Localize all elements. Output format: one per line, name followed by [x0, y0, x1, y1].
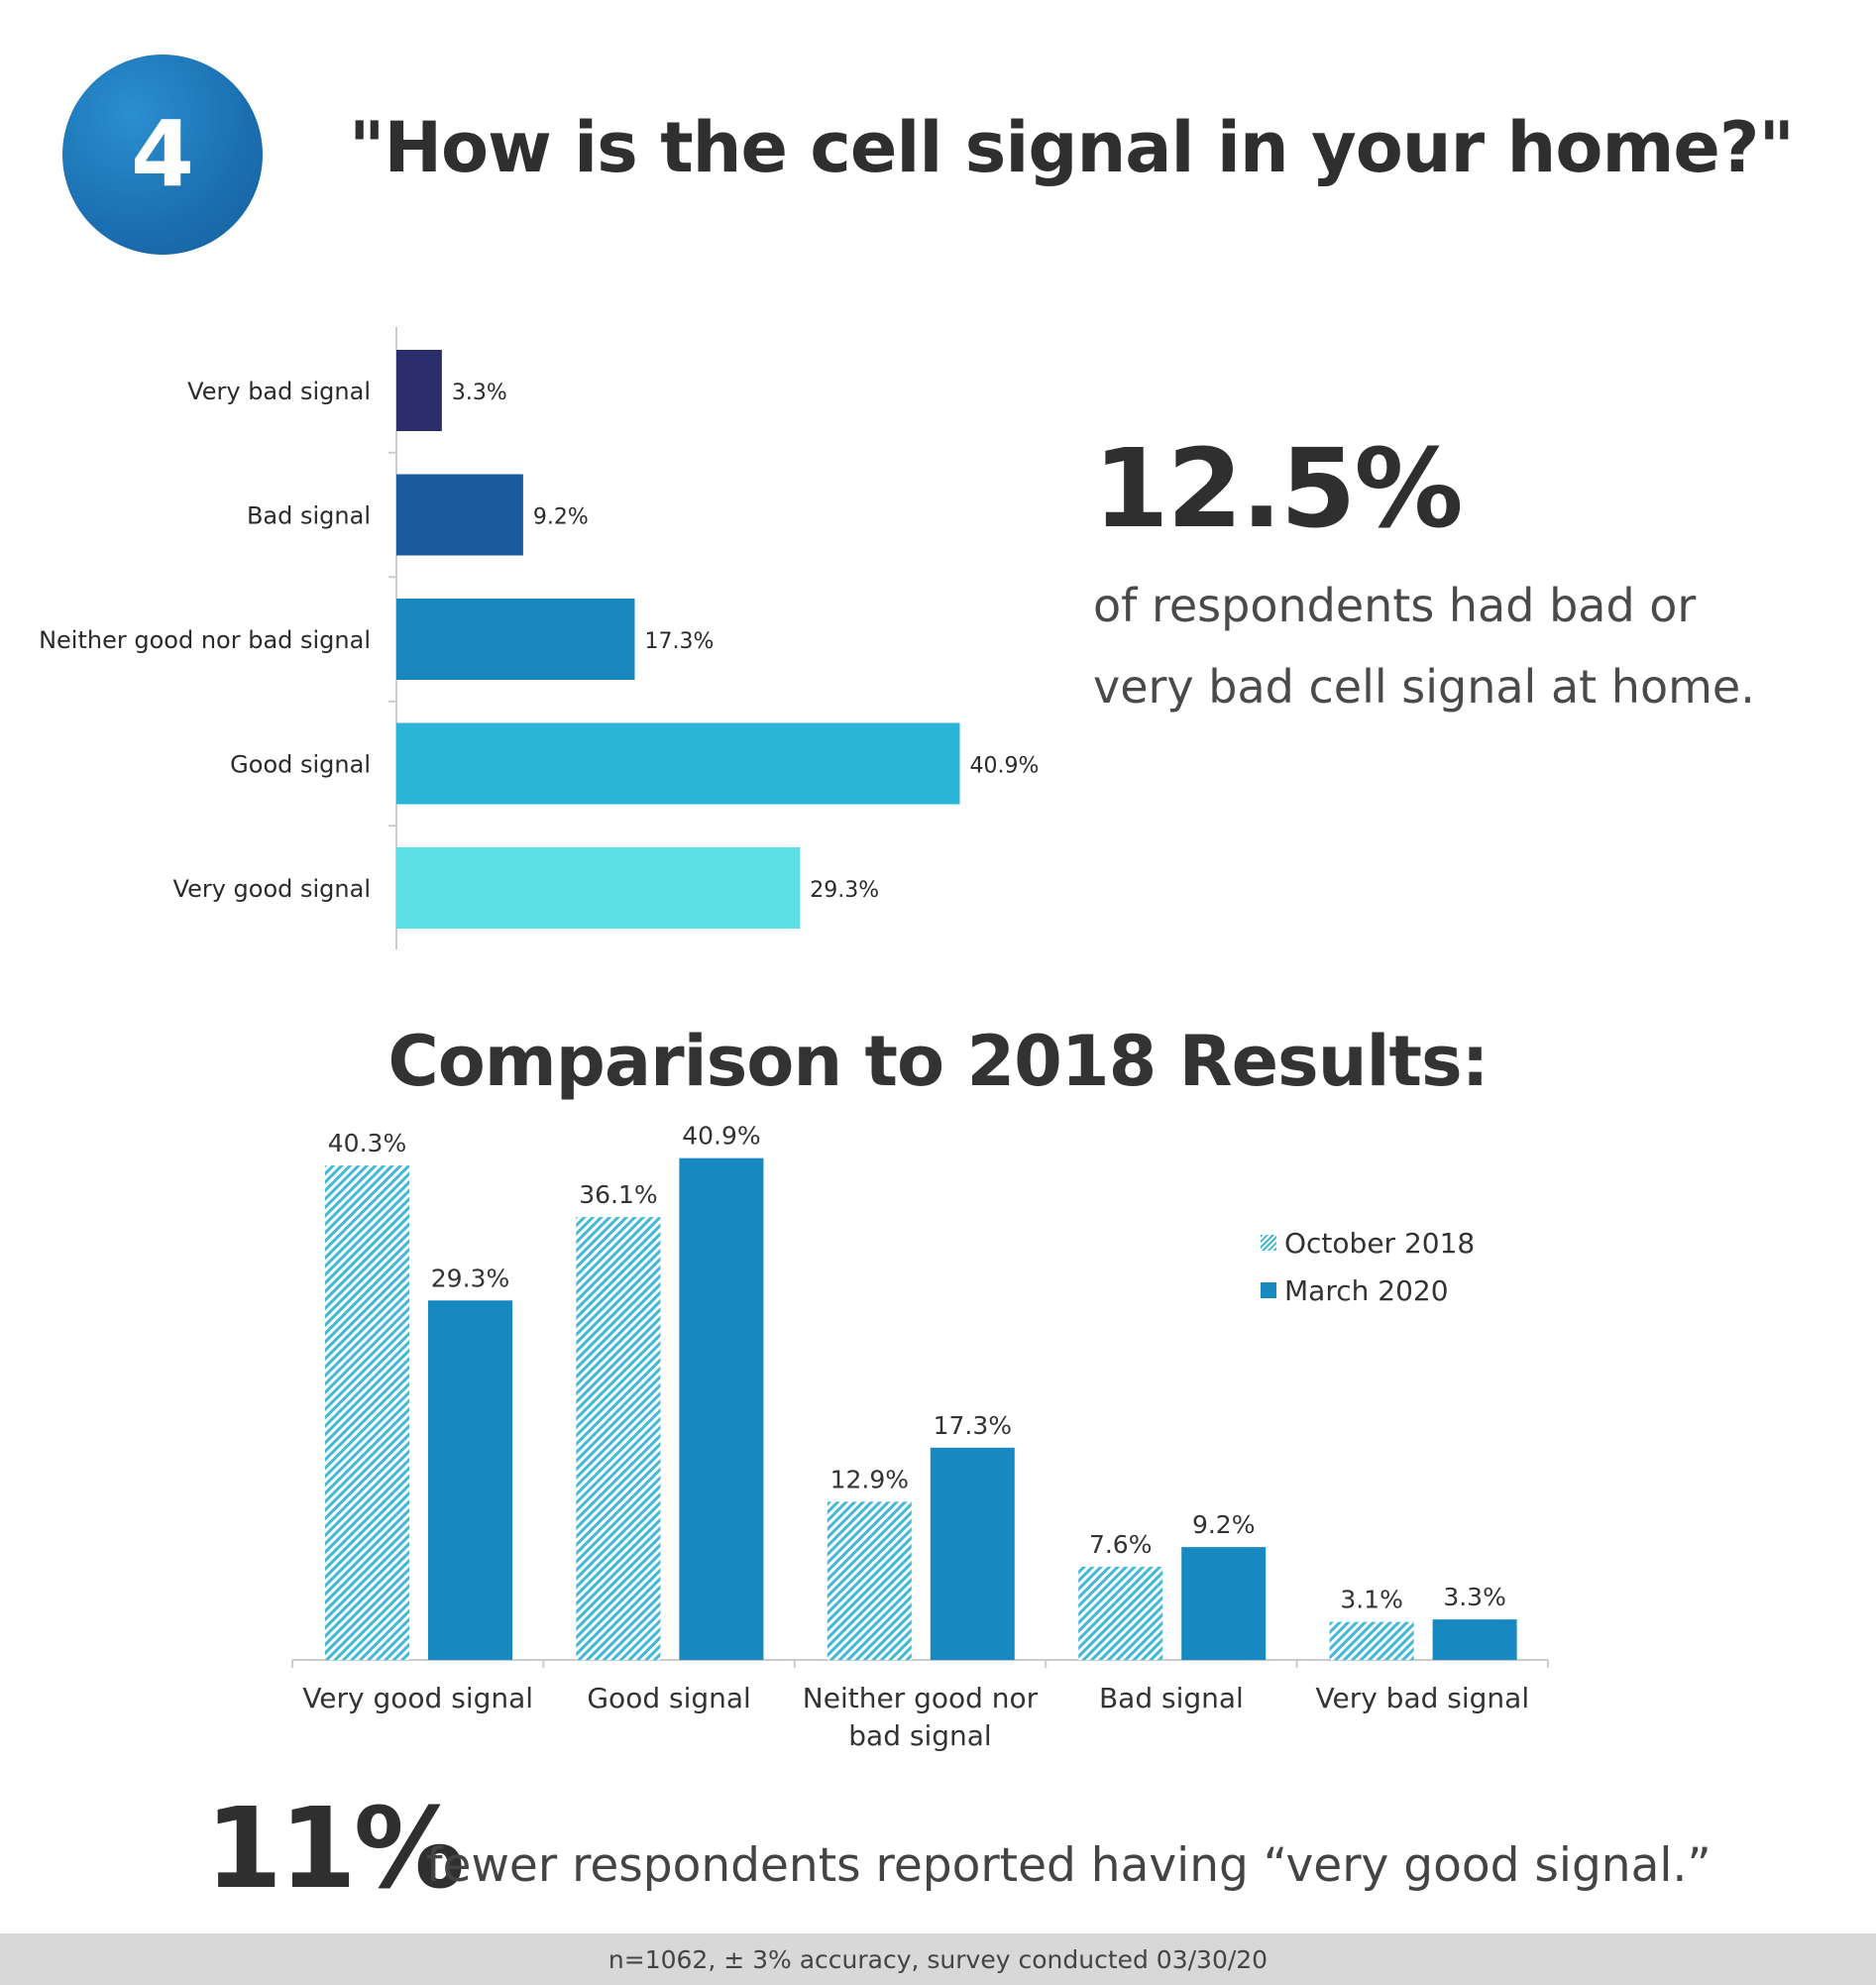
bar-march-2020 — [1432, 1619, 1517, 1660]
bar-october-2018 — [1329, 1621, 1414, 1660]
bar-march-2020 — [930, 1447, 1015, 1660]
bar-march-2020 — [679, 1158, 764, 1660]
footer-callout-text: fewer respondents reported having “very … — [426, 1838, 1711, 1893]
legend-item-october-2018: October 2018 — [1261, 1219, 1475, 1267]
data-label: 9.2% — [533, 505, 589, 530]
data-label: 29.3% — [431, 1264, 509, 1292]
question-number-badge: 4 — [62, 55, 263, 255]
page-title: "How is the cell signal in your home?" — [349, 107, 1795, 188]
bar-march-2020 — [1181, 1547, 1267, 1660]
chart-legend: October 2018 March 2020 — [1261, 1219, 1475, 1314]
data-label: 40.9% — [682, 1122, 760, 1151]
bar-october-2018 — [1078, 1566, 1163, 1660]
data-label: 3.3% — [1443, 1583, 1506, 1611]
category-label: Very bad signal — [187, 378, 371, 405]
callout-text: of respondents had bad or very bad cell … — [1093, 579, 1755, 714]
comparison-title: Comparison to 2018 Results: — [387, 1021, 1489, 1102]
category-label: Neither good nor bad signal — [39, 626, 371, 654]
legend-item-march-2020: March 2020 — [1261, 1267, 1475, 1314]
data-label: 7.6% — [1089, 1530, 1153, 1559]
category-label: Good signal — [587, 1682, 750, 1714]
category-label: bad signal — [848, 1719, 991, 1752]
data-label: 36.1% — [579, 1180, 657, 1209]
data-label: 40.3% — [328, 1129, 406, 1158]
bar-march-2020 — [428, 1300, 512, 1660]
bar — [396, 599, 635, 680]
bar — [396, 350, 442, 431]
legend-swatch-solid — [1261, 1282, 1276, 1298]
bar — [396, 474, 523, 556]
bar-october-2018 — [576, 1217, 661, 1660]
category-label: Very bad signal — [1315, 1682, 1529, 1714]
data-label: 40.9% — [970, 754, 1040, 779]
footnote: n=1062, ± 3% accuracy, survey conducted … — [607, 1944, 1269, 1974]
category-label: Bad signal — [1099, 1682, 1244, 1714]
category-label: Very good signal — [173, 875, 371, 903]
callout-value: 12.5% — [1093, 425, 1464, 552]
legend-label: October 2018 — [1284, 1226, 1476, 1260]
category-label: Neither good nor — [803, 1682, 1039, 1714]
data-label: 17.3% — [934, 1411, 1012, 1440]
data-label: 29.3% — [810, 878, 879, 903]
question-number: 4 — [130, 101, 194, 207]
data-label: 3.1% — [1340, 1586, 1403, 1614]
legend-label: March 2020 — [1284, 1273, 1449, 1307]
bar — [396, 847, 801, 929]
data-label: 12.9% — [830, 1465, 909, 1493]
bar-october-2018 — [325, 1165, 409, 1660]
category-label: Bad signal — [247, 502, 371, 530]
footer-callout-value: 11% — [205, 1785, 465, 1914]
footnote-band: n=1062, ± 3% accuracy, survey conducted … — [0, 1933, 1876, 1985]
bar — [396, 722, 960, 805]
bar-october-2018 — [827, 1501, 912, 1660]
data-label: 9.2% — [1192, 1510, 1256, 1539]
category-label: Very good signal — [302, 1682, 533, 1714]
data-label: 17.3% — [644, 629, 714, 654]
legend-swatch-hatched — [1261, 1235, 1276, 1251]
category-label: Good signal — [230, 751, 371, 779]
data-label: 3.3% — [452, 381, 507, 405]
